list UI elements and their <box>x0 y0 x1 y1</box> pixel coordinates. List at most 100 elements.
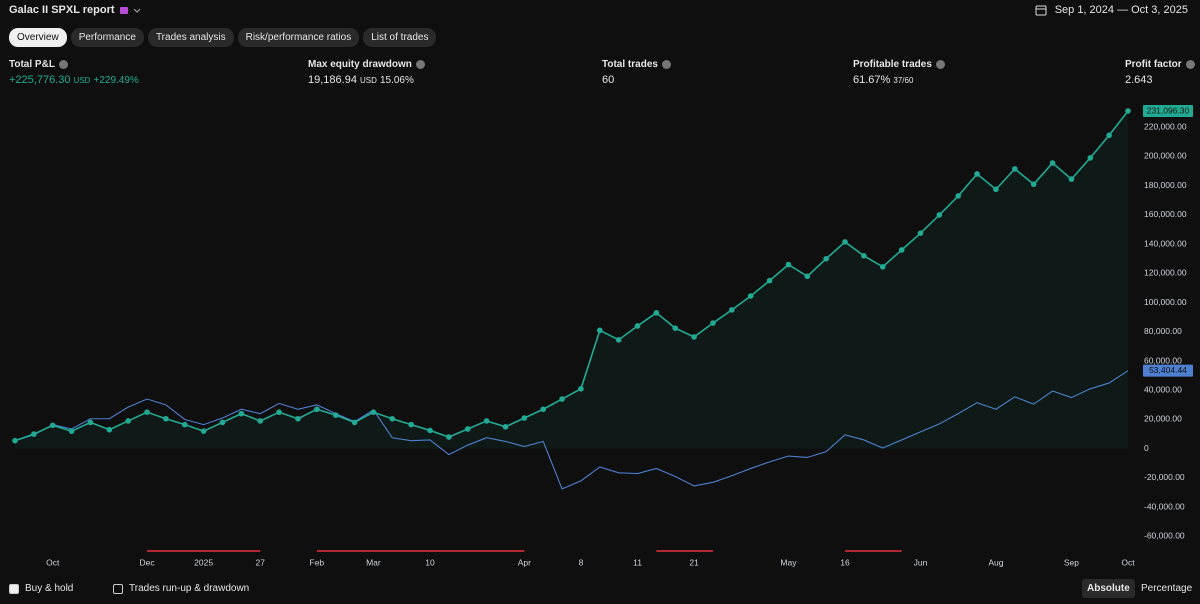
series-line <box>14 110 1129 442</box>
y-tick-label: 140,000.00 <box>1144 238 1187 248</box>
x-tick-label: 21 <box>689 557 699 567</box>
trade-marker <box>238 410 245 417</box>
x-tick-label: Oct <box>46 557 60 567</box>
metric-label-text: Profitable trades <box>853 59 932 70</box>
trade-marker <box>578 385 584 392</box>
checkbox[interactable] <box>9 583 19 594</box>
mode-button[interactable]: Absolute <box>1082 579 1135 598</box>
tab[interactable]: List of trades <box>363 28 437 47</box>
y-tick-label: 160,000.00 <box>1144 209 1187 219</box>
y-tick-label: 20,000.00 <box>1144 414 1182 424</box>
metric-label: Profit factor <box>1125 59 1195 70</box>
trade-marker <box>729 307 735 313</box>
metric-change: 15.06% <box>379 75 414 86</box>
trade-marker <box>125 418 131 424</box>
value-label-box <box>1143 105 1193 118</box>
trade-marker <box>615 337 622 343</box>
tab[interactable]: Trades analysis <box>147 28 234 47</box>
x-tick-label: Oct <box>1121 557 1135 567</box>
title-text: Galac II SPXL report <box>9 4 115 16</box>
toggle[interactable]: Buy & hold <box>9 583 73 594</box>
metric-value-text: 2.643 <box>1125 74 1153 86</box>
metric-label-text: Total P&L <box>9 59 55 70</box>
metric-value: 19,186.94 USD 15.06% <box>308 74 425 86</box>
trade-marker <box>163 415 169 422</box>
trade-marker <box>1049 160 1056 166</box>
value-label: 231,096.30 <box>1147 105 1190 115</box>
metric-label-text: Profit factor <box>1125 59 1182 70</box>
highlight-range <box>845 550 902 552</box>
tab[interactable]: Performance <box>70 28 144 47</box>
info-icon[interactable] <box>1185 60 1195 69</box>
y-tick-label: 80,000.00 <box>1144 326 1182 336</box>
chevron[interactable] <box>133 6 141 14</box>
calendar-icon <box>1035 5 1047 16</box>
y-tick-label: 60,000.00 <box>1144 355 1182 365</box>
y-tick-label: 120,000.00 <box>1144 268 1187 278</box>
trade-marker <box>144 409 150 415</box>
equity-area <box>15 111 1128 449</box>
trade-marker <box>446 434 452 440</box>
highlight-range <box>656 550 713 552</box>
trade-marker <box>653 310 660 316</box>
metric-change: 37/60 <box>893 76 914 85</box>
x-tick-label: 10 <box>425 557 435 567</box>
checkbox[interactable] <box>113 583 123 594</box>
trade-marker <box>200 428 207 434</box>
trade-marker <box>370 409 377 415</box>
trade-marker <box>464 426 471 432</box>
x-tick-label: Mar <box>366 557 381 567</box>
calendar-icon[interactable] <box>119 5 129 15</box>
trade-marker <box>521 415 528 421</box>
info-icon[interactable] <box>415 60 425 69</box>
metric-label: Max equity drawdown <box>308 59 425 70</box>
toggle-label: Buy & hold <box>25 583 74 594</box>
trade-marker <box>559 396 565 402</box>
metric-value: 60 <box>602 74 671 86</box>
trade-marker <box>672 325 679 331</box>
trade-marker <box>257 418 264 424</box>
trade-marker <box>898 247 905 253</box>
tab[interactable]: Overview <box>9 28 67 47</box>
trade-marker <box>691 334 697 340</box>
x-tick-label: Feb <box>310 557 325 567</box>
metric-change: +229.49% <box>93 75 139 86</box>
date-text: Sep 1, 2024 — Oct 3, 2025 <box>1054 4 1188 16</box>
highlight-range <box>147 550 261 552</box>
x-tick-label: May <box>780 557 797 567</box>
trade-marker <box>955 193 962 199</box>
tab-bar: Overview Performance Trades analysis Risk/p… <box>9 28 437 47</box>
x-tick-label: Apr <box>518 557 531 567</box>
info-icon[interactable] <box>58 60 68 69</box>
mode-button[interactable]: Percentage <box>1141 583 1193 594</box>
info-icon[interactable] <box>935 60 945 69</box>
trade-marker <box>295 415 301 422</box>
toggle[interactable]: Trades run-up & drawdown <box>113 583 249 594</box>
y-tick-label: 100,000.00 <box>1144 297 1187 307</box>
trade-marker <box>12 437 18 444</box>
metric-value: 61.67% 37/60 <box>853 74 945 86</box>
metric-value-text: 60 <box>602 74 615 86</box>
y-tick-label: -60,000.00 <box>1144 531 1185 541</box>
metric-unit: USD <box>360 76 377 85</box>
y-tick-label: -20,000.00 <box>1144 472 1185 482</box>
highlight-range <box>316 550 525 552</box>
trade-marker <box>87 419 94 426</box>
metric: Profit factor 2.643 <box>1125 59 1195 86</box>
trade-marker <box>1068 176 1075 182</box>
trade-marker <box>1012 166 1018 172</box>
trade-marker <box>502 423 509 430</box>
trade-marker <box>276 409 282 415</box>
info-icon[interactable] <box>661 60 671 69</box>
trade-marker <box>408 421 414 428</box>
trade-marker <box>389 415 396 422</box>
date-range[interactable]: Sep 1, 2024 — Oct 3, 2025 <box>1035 4 1188 16</box>
trade-marker <box>106 426 113 433</box>
trade-marker <box>936 212 943 218</box>
metric-label: Total P&L <box>9 59 139 70</box>
tab[interactable]: Risk/performance ratios <box>237 28 360 47</box>
trade-marker <box>181 421 188 428</box>
x-tick-label: Dec <box>139 557 155 567</box>
